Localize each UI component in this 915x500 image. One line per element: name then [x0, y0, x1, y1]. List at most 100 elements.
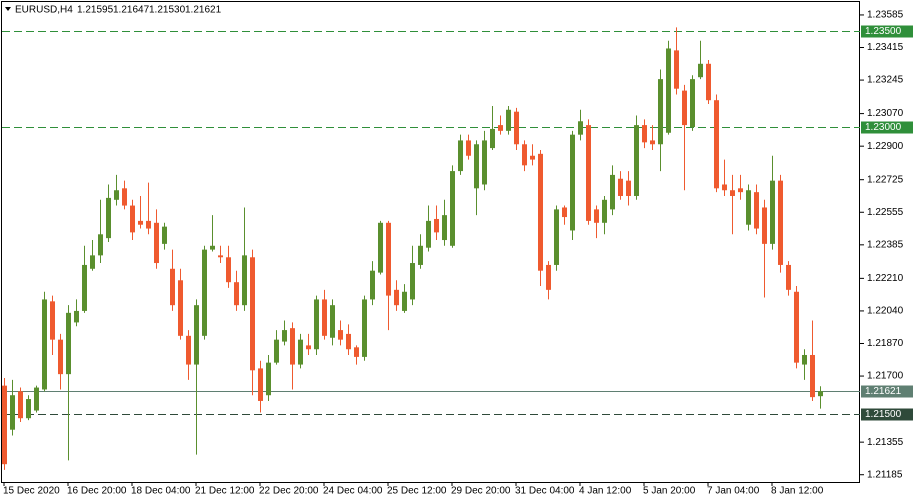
- x-tick-label: 25 Dec 12:00: [387, 486, 447, 497]
- y-tick-label: 1.23415: [867, 42, 904, 53]
- candle-body: [394, 289, 399, 306]
- candle-body: [506, 109, 511, 131]
- candle-body: [762, 207, 767, 244]
- y-tick-label: 1.22385: [867, 239, 904, 250]
- candle-body: [354, 347, 359, 357]
- y-tick-label: 1.21355: [867, 437, 904, 448]
- candle-body: [290, 328, 295, 365]
- candle-body: [410, 263, 415, 300]
- candle-body: [794, 291, 799, 363]
- candle-body: [418, 245, 423, 265]
- candle-body: [282, 330, 287, 342]
- y-tick-label: 1.23585: [867, 10, 904, 21]
- candle-body: [362, 299, 367, 357]
- price-level-tag: [861, 121, 913, 134]
- y-tick-label: 1.23245: [867, 75, 904, 86]
- menu-arrow: [5, 7, 11, 11]
- candle-body: [610, 174, 615, 210]
- candle-body: [594, 209, 599, 223]
- candle-body: [210, 245, 215, 250]
- candle-body: [226, 257, 231, 283]
- candle-body: [810, 354, 815, 398]
- candle-body: [330, 305, 335, 338]
- candle-body: [602, 199, 607, 223]
- price-level-tag: [861, 25, 913, 38]
- candle-body: [66, 312, 71, 375]
- candle-body: [26, 399, 31, 419]
- candle-body: [162, 226, 167, 244]
- candle-body: [74, 310, 79, 323]
- quote-high: 1.21647: [113, 5, 150, 16]
- x-tick-label: 5 Jan 20:00: [643, 486, 696, 497]
- candle-body: [666, 48, 671, 133]
- candle-body: [258, 368, 263, 401]
- candle-body: [114, 190, 119, 200]
- price-level-label: 1.21500: [865, 409, 902, 420]
- candle-body: [802, 354, 807, 365]
- y-tick-label: 1.22210: [867, 273, 904, 284]
- candle-body: [578, 121, 583, 135]
- candle-body: [474, 144, 479, 189]
- candle-body: [730, 190, 735, 196]
- candle-body: [10, 395, 15, 430]
- x-tick-label: 29 Dec 20:00: [451, 486, 511, 497]
- candle-body: [98, 234, 103, 256]
- candle-body: [538, 153, 543, 271]
- plot-frame: [1, 1, 860, 483]
- quote-close: 1.21621: [185, 5, 222, 16]
- x-tick-label: 22 Dec 20:00: [259, 486, 319, 497]
- y-tick-label: 1.21185: [867, 469, 903, 480]
- candle-body: [746, 190, 751, 225]
- candle-body: [370, 270, 375, 300]
- y-tick-label: 1.21700: [867, 371, 904, 382]
- x-tick-label: 31 Dec 04:00: [515, 486, 575, 497]
- candle-body: [314, 299, 319, 350]
- candle-body: [178, 280, 183, 336]
- candle-body: [650, 140, 655, 145]
- symbol: EURUSD,H4: [15, 5, 73, 16]
- price-level-label: 1.23000: [865, 122, 902, 133]
- candle-body: [34, 387, 39, 411]
- candle-body: [618, 178, 623, 196]
- quote-low: 1.21530: [149, 5, 186, 16]
- x-tick-label: 7 Jan 04:00: [707, 486, 760, 497]
- candle-body: [138, 220, 143, 225]
- quote-open: 1.21595: [77, 5, 114, 16]
- candle-body: [682, 90, 687, 126]
- candle-body: [90, 255, 95, 269]
- candle-body: [458, 140, 463, 172]
- candle-body: [322, 299, 327, 336]
- y-tick-label: 1.23070: [867, 108, 904, 119]
- price-level-tag: [861, 385, 913, 398]
- price-level-tag: [861, 408, 913, 421]
- candle-body: [426, 220, 431, 248]
- candle-body: [642, 125, 647, 143]
- candle-body: [274, 339, 279, 363]
- candle-body: [562, 207, 567, 218]
- price-level-label: 1.23500: [865, 26, 902, 37]
- candle-body: [154, 222, 159, 264]
- price-level-label: 1.21621: [865, 386, 902, 397]
- candle-body: [386, 222, 391, 296]
- candle-body: [242, 255, 247, 306]
- candle-body: [2, 385, 7, 465]
- candle-body: [58, 339, 63, 375]
- candle-body: [194, 305, 199, 365]
- candle-body: [706, 63, 711, 101]
- candle-body: [50, 301, 55, 340]
- y-tick-label: 1.22725: [867, 174, 904, 185]
- candle-body: [146, 220, 151, 229]
- candle-body: [482, 140, 487, 185]
- candle-body: [450, 171, 455, 246]
- candle-body: [298, 339, 303, 365]
- candle-body: [130, 205, 135, 233]
- candle-body: [434, 218, 439, 233]
- candle-body: [442, 215, 447, 241]
- candle-body: [770, 180, 775, 244]
- x-tick-label: 4 Jan 12:00: [579, 486, 632, 497]
- candle-body: [514, 111, 519, 145]
- candle-body: [122, 188, 127, 206]
- candle-body: [786, 264, 791, 290]
- candle-body: [546, 264, 551, 290]
